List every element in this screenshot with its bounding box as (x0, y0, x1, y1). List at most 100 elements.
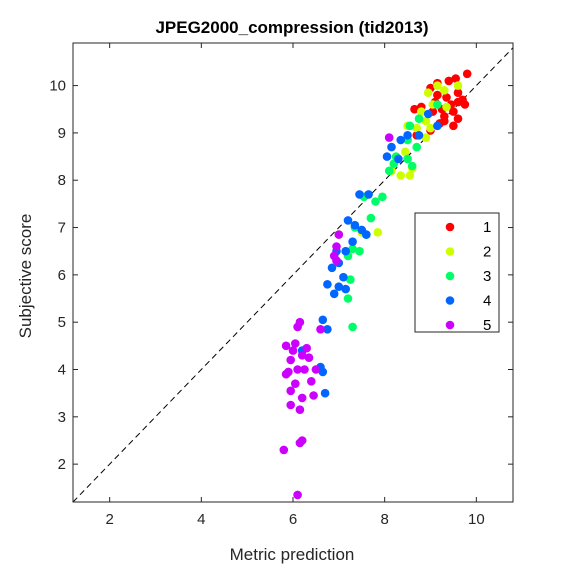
data-point-series-5-9 (281, 341, 291, 351)
data-point-series-5-25 (286, 400, 296, 410)
y-tick-label-6: 6 (58, 267, 66, 284)
legend-label-5: 5 (483, 317, 491, 334)
x-tick-label-2: 2 (105, 511, 113, 528)
data-point-series-3-13 (366, 213, 376, 223)
data-point-series-5-26 (295, 405, 305, 415)
legend-marker-4 (445, 296, 455, 305)
data-point-series-3-10 (378, 192, 387, 202)
data-point-series-2-6 (417, 107, 426, 116)
data-point-series-5-19 (281, 369, 291, 379)
data-point-series-4-7 (394, 154, 403, 164)
data-point-series-1-6 (442, 93, 451, 102)
legend-label-2: 2 (483, 244, 491, 261)
legend-items: 1 2 3 4 5 (445, 219, 491, 334)
y-tick-label-3: 3 (58, 409, 66, 426)
data-point-series-2-0 (433, 81, 442, 90)
data-point-series-5-22 (286, 386, 296, 396)
data-point-series-4-19 (339, 272, 348, 282)
data-point-series-2-16 (405, 171, 415, 180)
legend-box (414, 212, 500, 333)
data-point-series-5-29 (279, 445, 289, 455)
data-point-series-5-11 (288, 346, 298, 355)
data-point-series-5-7 (316, 325, 325, 334)
legend-marker-2 (445, 247, 455, 256)
data-point-series-5-17 (293, 365, 302, 374)
data-point-series-2-9 (412, 123, 422, 133)
data-point-series-4-5 (387, 142, 396, 152)
data-point-series-5-6 (293, 322, 302, 332)
x-tick-label-4: 4 (197, 511, 205, 528)
data-point-series-4-18 (327, 263, 337, 273)
x-tick-label-6: 6 (289, 511, 297, 528)
data-point-series-5-21 (291, 379, 300, 389)
y-tick-label-5: 5 (58, 314, 66, 331)
x-tick-label-8: 8 (380, 511, 388, 528)
data-point-series-4-10 (343, 216, 353, 225)
data-point-series-4-4 (396, 135, 406, 145)
legend-label-4: 4 (483, 293, 491, 310)
data-point-series-2-7 (421, 116, 431, 126)
data-point-series-5-0 (384, 133, 394, 142)
data-point-series-4-2 (414, 131, 424, 140)
data-point-series-3-21 (348, 322, 357, 332)
data-point-series-1-19 (449, 121, 458, 131)
data-point-series-4-25 (323, 325, 332, 334)
data-point-series-4-3 (403, 131, 412, 140)
data-point-series-4-22 (329, 289, 339, 299)
data-point-series-4-24 (318, 315, 328, 325)
data-point-series-5-28 (295, 438, 305, 448)
data-point-series-1-12 (460, 100, 470, 109)
reference-line (72, 47, 514, 503)
data-point-series-3-6 (403, 154, 412, 164)
data-point-series-5-8 (291, 339, 300, 348)
y-tick-label-2: 2 (58, 456, 66, 473)
data-point-series-1-23 (453, 97, 463, 107)
data-point-series-5-10 (302, 343, 312, 353)
data-point-series-5-12 (297, 351, 307, 360)
data-point-series-2-2 (453, 81, 463, 90)
data-point-series-4-23 (341, 284, 351, 294)
data-point-series-4-0 (423, 109, 433, 119)
data-point-series-5-20 (307, 377, 316, 386)
data-point-series-4-8 (355, 190, 364, 199)
legend: 1 2 3 4 5 (414, 212, 500, 334)
y-axis-ticks: 2 3 4 5 6 7 8 9 10 (49, 78, 513, 473)
data-point-series-4-9 (364, 190, 373, 199)
data-point-series-5-15 (300, 365, 309, 374)
x-axis-label: Metric prediction (230, 545, 355, 564)
data-point-series-2-12 (401, 147, 410, 157)
data-point-series-3-1 (414, 114, 424, 123)
x-tick-label-10: 10 (468, 511, 485, 528)
data-point-series-1-1 (451, 74, 461, 83)
data-point-series-1-11 (449, 107, 458, 116)
data-point-series-2-11 (421, 133, 431, 142)
data-point-series-1-17 (453, 114, 463, 123)
data-point-series-4-20 (334, 282, 344, 292)
data-point-series-1-0 (462, 69, 472, 79)
data-point-series-5-24 (297, 393, 307, 403)
data-point-series-1-22 (440, 116, 449, 126)
data-point-series-2-1 (440, 86, 449, 95)
data-point-series-4-21 (323, 280, 332, 289)
data-point-series-3-19 (346, 275, 355, 284)
data-point-series-1-24 (433, 90, 442, 100)
data-point-series-3-3 (412, 142, 422, 152)
data-points (279, 69, 472, 500)
data-point-series-2-8 (426, 123, 435, 133)
data-point-series-1-13 (410, 104, 419, 114)
data-point-series-2-17 (373, 228, 383, 237)
data-point-series-5-30 (293, 490, 302, 500)
legend-marker-5 (445, 320, 455, 330)
y-axis-label: Subjective score (16, 214, 35, 339)
data-point-series-5-23 (309, 391, 318, 400)
data-point-series-3-11 (371, 197, 380, 206)
data-point-series-3-9 (384, 166, 394, 176)
data-point-series-3-17 (355, 246, 364, 256)
data-point-series-2-15 (396, 171, 406, 180)
data-point-series-4-29 (320, 388, 330, 398)
data-point-series-3-2 (405, 121, 415, 131)
data-point-series-3-7 (407, 161, 417, 171)
data-point-series-5-16 (311, 365, 321, 374)
data-point-series-1-3 (444, 76, 454, 86)
